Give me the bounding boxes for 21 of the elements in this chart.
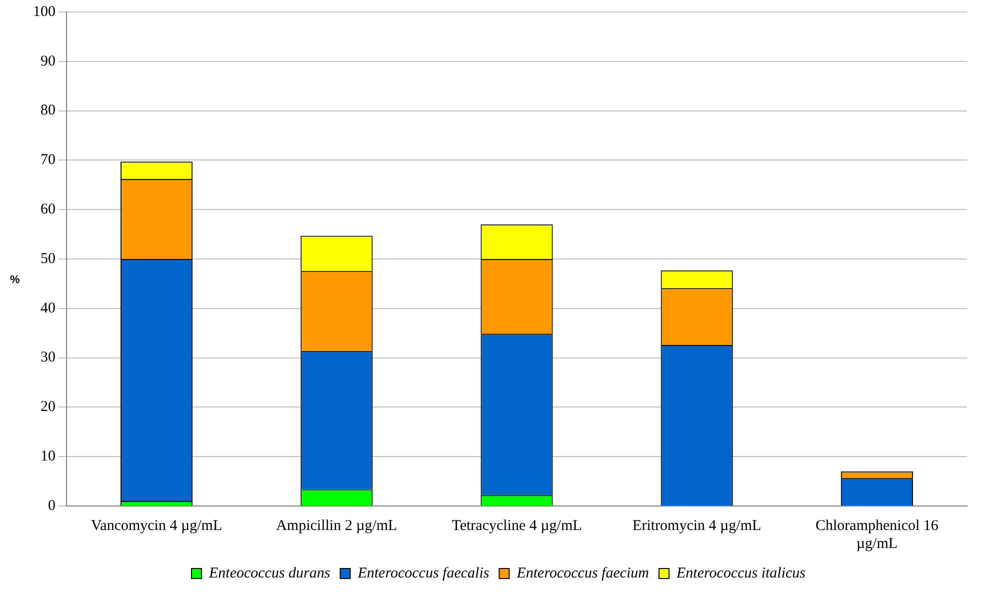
y-tick-label: 0	[48, 498, 56, 514]
legend-label: Enteococcus durans	[208, 565, 330, 582]
y-axis-title: %	[10, 274, 20, 286]
y-tick-label: 90	[40, 53, 56, 70]
y-tick-label: 70	[40, 152, 56, 168]
x-tick-label: Chloramphenicol 16 µg/mL	[815, 518, 939, 552]
x-tick-label: Tetracycline 4 µg/mL	[452, 518, 582, 534]
x-tick-label: Ampicillin 2 µg/mL	[276, 518, 398, 534]
y-tick-label: 80	[40, 102, 56, 119]
y-tick-label: 60	[40, 202, 56, 218]
y-tick-label: 50	[40, 250, 56, 267]
y-tick-label: 10	[40, 448, 56, 465]
y-tick-label: 40	[40, 300, 56, 316]
x-tick-label: Eritromycin 4 µg/mL	[632, 518, 762, 534]
y-tick-label: 30	[40, 350, 56, 366]
y-tick-label: 100	[33, 4, 56, 20]
x-tick-label: Vancomycin 4 µg/mL	[90, 518, 222, 534]
legend-label: Enterococcus faecalis	[356, 565, 490, 582]
legend-label: Enterococcus italicus	[676, 565, 806, 582]
y-tick-label: 20	[40, 399, 56, 416]
legend-label: Enterococcus faecium	[516, 565, 650, 582]
